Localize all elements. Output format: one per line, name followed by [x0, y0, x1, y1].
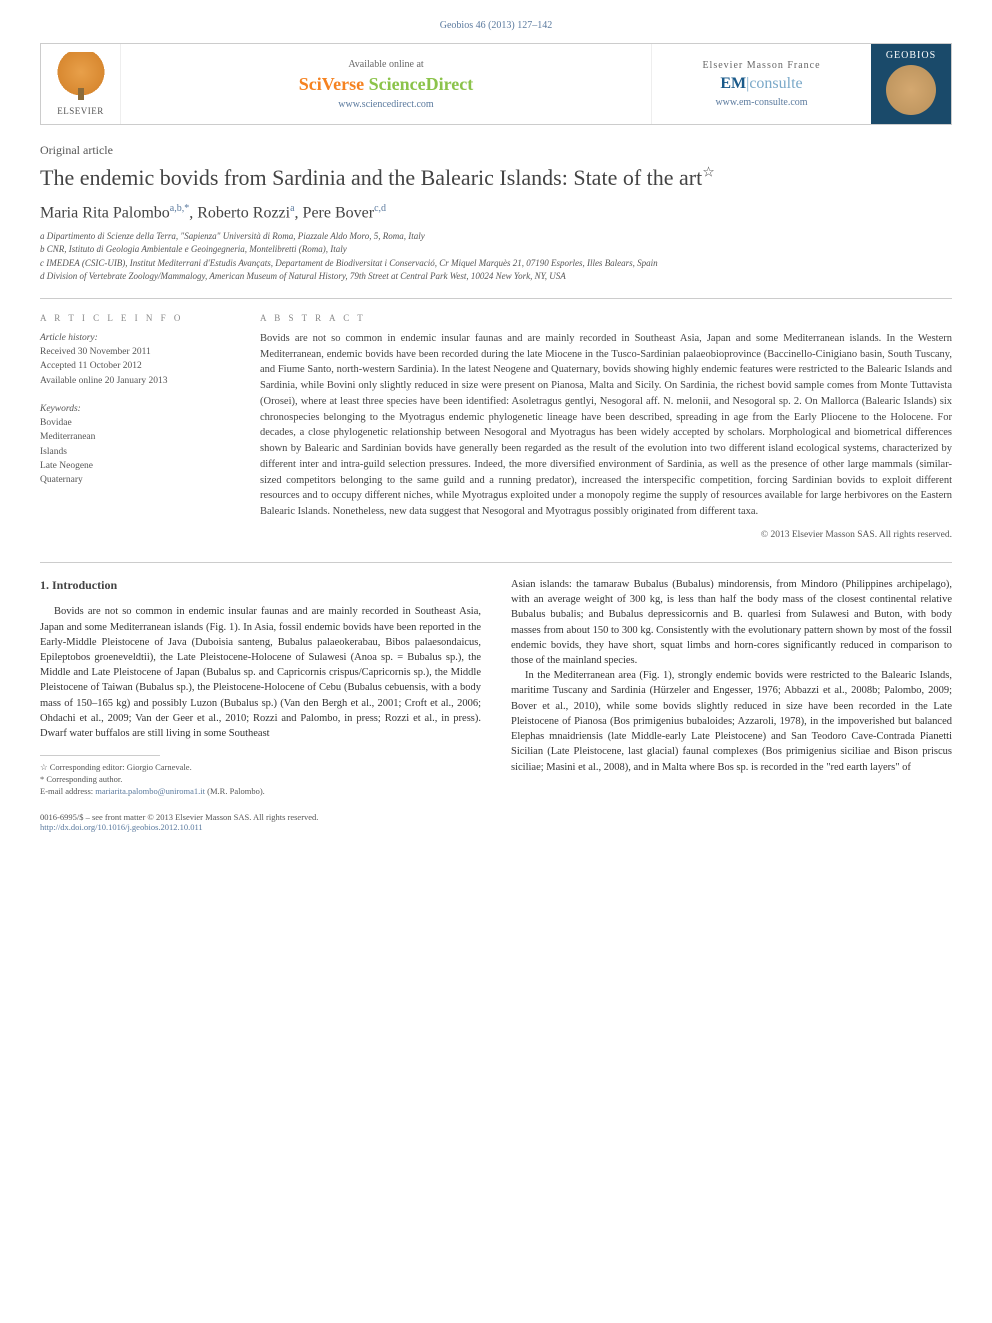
affiliation-d: d Division of Vertebrate Zoology/Mammalo…: [40, 270, 952, 284]
article-info-label: A R T I C L E I N F O: [40, 313, 230, 323]
footnote-editor: ☆ Corresponding editor: Giorgio Carneval…: [40, 762, 481, 774]
elsevier-tree-icon: [56, 52, 106, 102]
author-1-sup: a,b,*: [170, 203, 189, 214]
elsevier-label: ELSEVIER: [57, 106, 104, 116]
journal-reference: Geobios 46 (2013) 127–142: [40, 20, 952, 31]
online-date: Available online 20 January 2013: [40, 374, 230, 388]
article-info-column: A R T I C L E I N F O Article history: R…: [40, 313, 230, 540]
keyword-2: Mediterranean: [40, 430, 230, 444]
available-online-text: Available online at: [133, 59, 639, 70]
publisher-header: ELSEVIER Available online at SciVerse Sc…: [40, 43, 952, 125]
elsevier-logo-block: ELSEVIER: [41, 44, 121, 124]
divider-2: [40, 562, 952, 563]
keyword-1: Bovidae: [40, 416, 230, 430]
intro-paragraph-1: Bovids are not so common in endemic insu…: [40, 604, 481, 741]
article-type: Original article: [40, 143, 952, 158]
masson-label: Elsevier Masson France: [664, 60, 859, 71]
author-3: Pere Bover: [303, 204, 375, 221]
author-2-sup: a: [290, 203, 294, 214]
issn-line: 0016-6995/$ – see front matter © 2013 El…: [40, 812, 952, 822]
divider: [40, 298, 952, 299]
abstract-label: A B S T R A C T: [260, 313, 952, 323]
footnote-email: E-mail address: mariarita.palombo@unirom…: [40, 786, 481, 798]
em-prefix: EM: [720, 75, 746, 92]
page-footer: 0016-6995/$ – see front matter © 2013 El…: [40, 812, 952, 832]
section-1-heading: 1. Introduction: [40, 577, 481, 594]
intro-paragraph-1-cont: Asian islands: the tamaraw Bubalus (Buba…: [511, 577, 952, 668]
geobios-cover: GEOBIOS: [871, 44, 951, 124]
accepted-date: Accepted 11 October 2012: [40, 359, 230, 373]
email-label: E-mail address:: [40, 786, 95, 796]
body-column-right: Asian islands: the tamaraw Bubalus (Buba…: [511, 577, 952, 798]
title-text: The endemic bovids from Sardinia and the…: [40, 165, 702, 190]
keywords: Keywords: Bovidae Mediterranean Islands …: [40, 402, 230, 488]
abstract-text: Bovids are not so common in endemic insu…: [260, 331, 952, 520]
em-consulte-block: Elsevier Masson France EM|consulte www.e…: [651, 44, 871, 124]
history-label: Article history:: [40, 331, 230, 345]
em-suffix: consulte: [749, 75, 802, 92]
keyword-5: Quaternary: [40, 473, 230, 487]
intro-paragraph-2: In the Mediterranean area (Fig. 1), stro…: [511, 668, 952, 775]
keywords-label: Keywords:: [40, 402, 230, 416]
email-suffix: (M.R. Palombo).: [205, 786, 265, 796]
affiliation-a: a Dipartimento di Scienze della Terra, "…: [40, 230, 952, 244]
abstract-copyright: © 2013 Elsevier Masson SAS. All rights r…: [260, 530, 952, 540]
abstract-column: A B S T R A C T Bovids are not so common…: [260, 313, 952, 540]
footnote-corresponding: * Corresponding author.: [40, 774, 481, 786]
geobios-fossil-icon: [886, 65, 936, 115]
sciencedirect-block: Available online at SciVerse ScienceDire…: [121, 44, 651, 124]
email-address[interactable]: mariarita.palombo@uniroma1.it: [95, 786, 205, 796]
em-consulte-url[interactable]: www.em-consulte.com: [664, 97, 859, 108]
affiliation-b: b CNR, Istituto di Geologia Ambientale e…: [40, 243, 952, 257]
affiliation-c: c IMEDEA (CSIC-UIB), Institut Mediterran…: [40, 257, 952, 271]
affiliations: a Dipartimento di Scienze della Terra, "…: [40, 230, 952, 284]
author-2: Roberto Rozzi: [197, 204, 290, 221]
sciverse-orange: SciVerse: [299, 74, 369, 94]
keyword-4: Late Neogene: [40, 459, 230, 473]
keyword-3: Islands: [40, 445, 230, 459]
body-column-left: 1. Introduction Bovids are not so common…: [40, 577, 481, 798]
received-date: Received 30 November 2011: [40, 345, 230, 359]
article-title: The endemic bovids from Sardinia and the…: [40, 164, 952, 193]
sciencedirect-url[interactable]: www.sciencedirect.com: [133, 99, 639, 110]
info-abstract-row: A R T I C L E I N F O Article history: R…: [40, 313, 952, 540]
footnote-divider: [40, 755, 160, 756]
article-history: Article history: Received 30 November 20…: [40, 331, 230, 388]
title-footnote-star: ☆: [702, 166, 715, 181]
doi-link[interactable]: http://dx.doi.org/10.1016/j.geobios.2012…: [40, 822, 952, 832]
author-1: Maria Rita Palombo: [40, 204, 170, 221]
author-list: Maria Rita Palomboa,b,*, Roberto Rozzia,…: [40, 203, 952, 222]
em-consulte-logo: EM|consulte: [664, 75, 859, 93]
author-3-sup: c,d: [374, 203, 386, 214]
sciverse-green: ScienceDirect: [369, 74, 474, 94]
sciverse-logo: SciVerse ScienceDirect: [133, 74, 639, 95]
body-columns: 1. Introduction Bovids are not so common…: [40, 577, 952, 798]
geobios-label: GEOBIOS: [886, 50, 936, 61]
